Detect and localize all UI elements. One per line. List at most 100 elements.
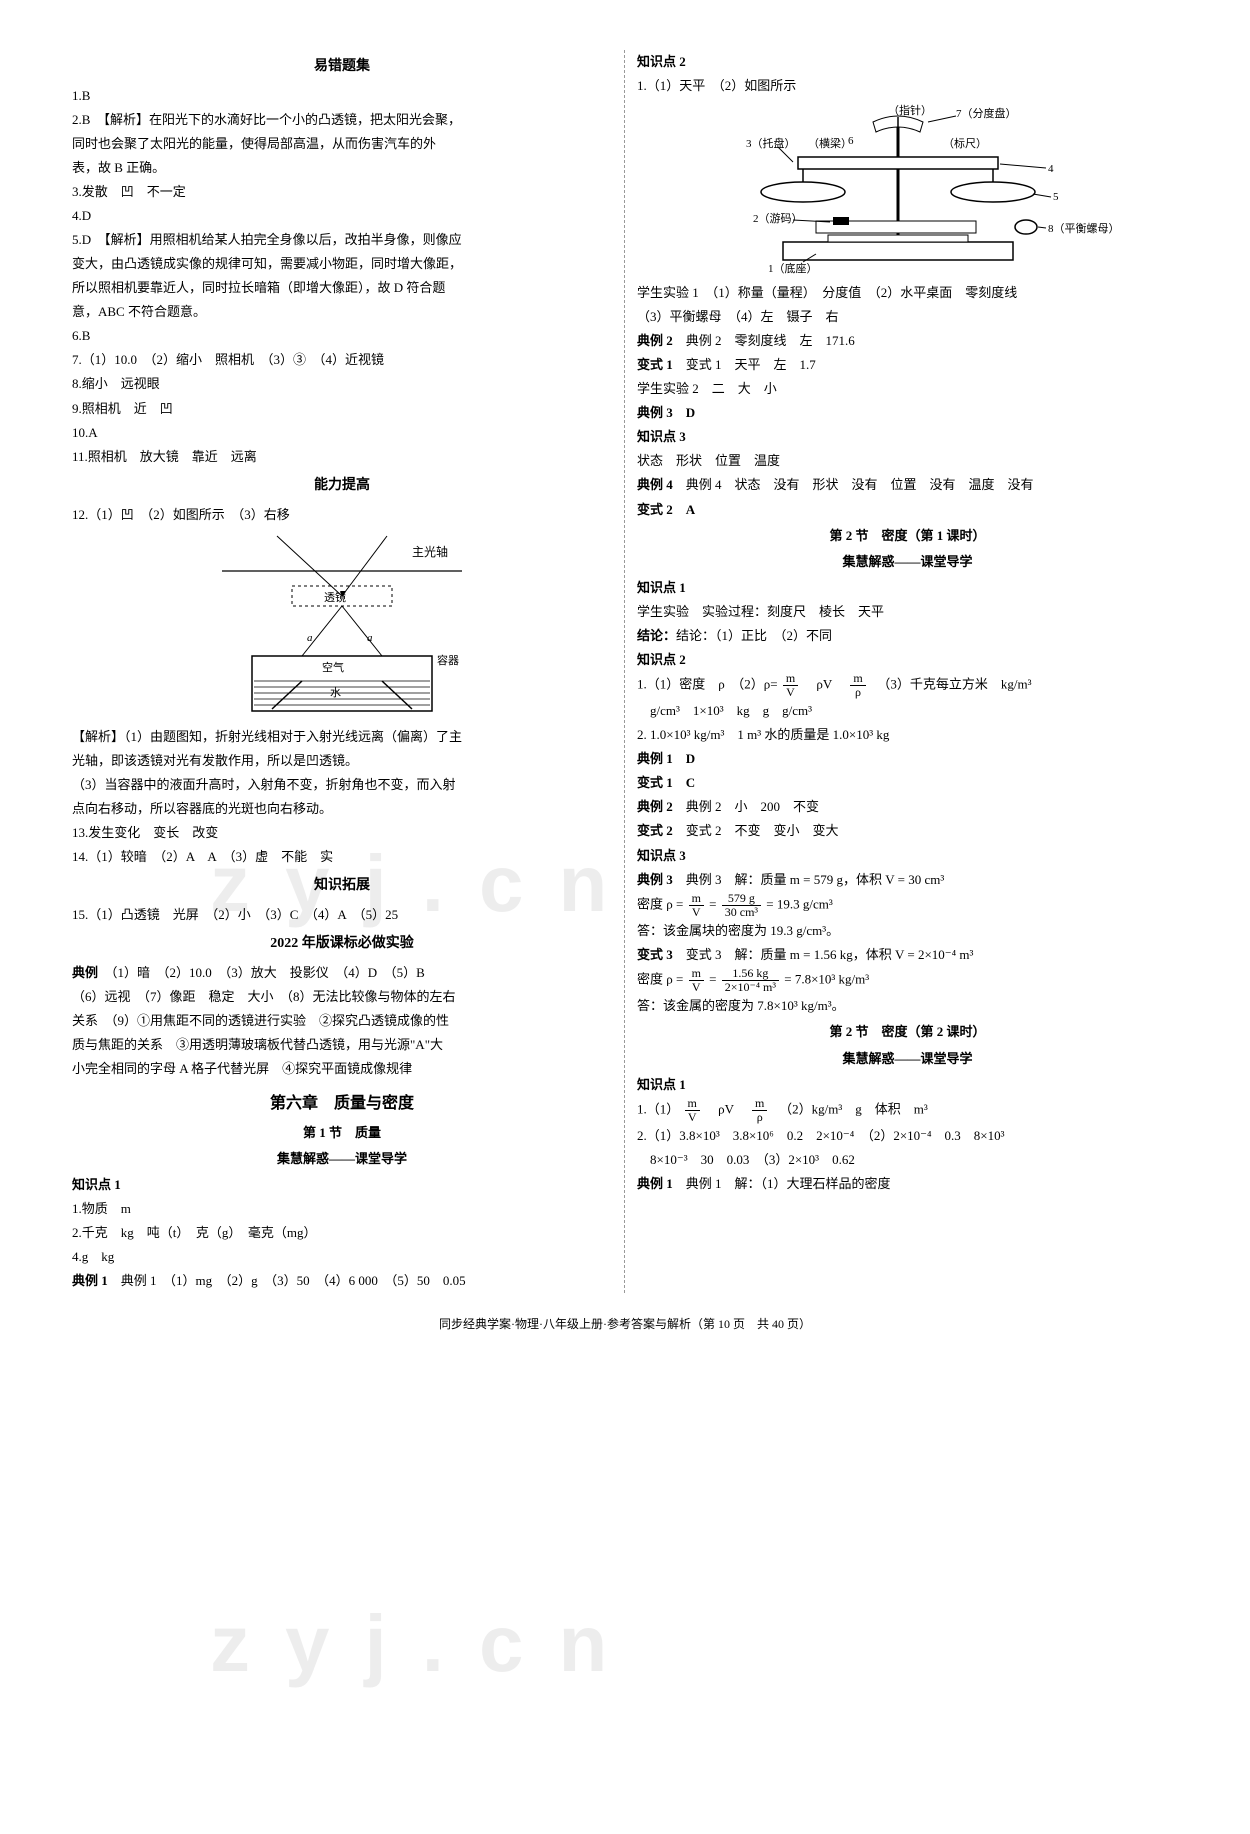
text: 11.照相机 放大镜 靠近 远离 — [72, 445, 612, 469]
svg-text:a: a — [367, 632, 373, 644]
heading-zhishi: 知识拓展 — [72, 873, 612, 899]
text: 典例 4 典例 4 状态 没有 形状 没有 位置 没有 温度 没有 — [637, 473, 1178, 497]
text: 变式 3 变式 3 解：质量 m = 1.56 kg，体积 V = 2×10⁻⁴… — [637, 943, 1178, 967]
text: 15.（1）凸透镜 光屏 （2）小 （3）C （4）A （5）25 — [72, 903, 612, 927]
text: 【解析】（1）由题图知，折射光线相对于入射光线远离（偏离）了主 — [72, 725, 612, 749]
heading-2022: 2022 年版课标必做实验 — [72, 931, 612, 957]
text: 状态 形状 位置 温度 — [637, 449, 1178, 473]
text: 答：该金属的密度为 7.8×10³ kg/m³。 — [637, 994, 1178, 1018]
text: 典例 1 D — [637, 747, 1178, 771]
text: g/cm³ 1×10³ kg g g/cm³ — [637, 699, 1178, 723]
page-columns: 易错题集 1.B 2.B 【解析】在阳光下的水滴好比一个小的凸透镜，把太阳光会聚… — [60, 50, 1190, 1293]
text: 9.照相机 近 凹 — [72, 397, 612, 421]
svg-text:（标尺）: （标尺） — [943, 136, 987, 150]
text: 密度 ρ = mV = 1.56 kg2×10⁻⁴ m³ = 7.8×10³ k… — [637, 967, 1178, 994]
text: 典例 3 典例 3 解：质量 m = 579 g，体积 V = 30 cm³ — [637, 868, 1178, 892]
text: 典例 3 D — [637, 401, 1178, 425]
text: 8.缩小 远视眼 — [72, 372, 612, 396]
svg-text:容器: 容器 — [437, 653, 459, 667]
svg-text:a: a — [307, 632, 313, 644]
text: 光轴，即该透镜对光有发散作用，所以是凹透镜。 — [72, 749, 612, 773]
text: 2. 1.0×10³ kg/m³ 1 m³ 水的质量是 1.0×10³ kg — [637, 723, 1178, 747]
text: 小完全相同的字母 A 格子代替光屏 ④探究平面镜成像规律 — [72, 1057, 612, 1081]
text: 2.千克 kg 吨（t） 克（g） 毫克（mg） — [72, 1221, 612, 1245]
text: 质与焦距的关系 ③用透明薄玻璃板代替凸透镜，用与光源"A"大 — [72, 1033, 612, 1057]
text: 同时也会聚了太阳光的能量，使得局部高温，从而伤害汽车的外 — [72, 132, 612, 156]
balance-diagram: 3（托盘） （横梁） 6 （指针） 7（分度盘） （标尺） 4 5 8（平衡螺母… — [698, 102, 1118, 277]
text: 知识点 1 — [72, 1173, 612, 1197]
heading-jh1: 集慧解惑——课堂导学 — [72, 1147, 612, 1171]
text: 意，ABC 不符合题意。 — [72, 300, 612, 324]
watermark-2: zyj.cn — [210, 1570, 642, 1718]
svg-text:主光轴: 主光轴 — [412, 544, 448, 559]
text: 知识点 1 — [637, 576, 1178, 600]
lens-diagram: 主光轴 透镜 a a 容器 空气 水 — [212, 531, 472, 721]
svg-text:水: 水 — [330, 686, 341, 699]
text: 3.发散 凹 不一定 — [72, 180, 612, 204]
text: 14.（1）较暗 （2）A A （3）虚 不能 实 — [72, 845, 612, 869]
text: 2.B 【解析】在阳光下的水滴好比一个小的凸透镜，把太阳光会聚， — [72, 108, 612, 132]
text: 知识点 3 — [637, 844, 1178, 868]
text: 10.A — [72, 421, 612, 445]
text: 6.B — [72, 324, 612, 348]
text: 表，故 B 正确。 — [72, 156, 612, 180]
text: 1.B — [72, 84, 612, 108]
text: 所以照相机要靠近人，同时拉长暗箱（即增大像距），故 D 符合题 — [72, 276, 612, 300]
text: 典例 2 典例 2 小 200 不变 — [637, 795, 1178, 819]
text: 关系 （9）①用焦距不同的透镜进行实验 ②探究凸透镜成像的性 — [72, 1009, 612, 1033]
svg-text:7（分度盘）: 7（分度盘） — [956, 106, 1017, 120]
text: （3）当容器中的液面升高时，入射角不变，折射角也不变，而入射 — [72, 773, 612, 797]
left-column: 易错题集 1.B 2.B 【解析】在阳光下的水滴好比一个小的凸透镜，把太阳光会聚… — [60, 50, 625, 1293]
heading-s1: 第 1 节 质量 — [72, 1121, 612, 1145]
text: 变式 2 A — [637, 498, 1178, 522]
right-column: 知识点 2 1.（1）天平 （2）如图所示 3（托盘） （横梁） 6 （指针） … — [625, 50, 1190, 1293]
text: 结论：结论：（1）正比 （2）不同 — [637, 624, 1178, 648]
text: 1.（1）天平 （2）如图所示 — [637, 74, 1178, 98]
text: 知识点 2 — [637, 648, 1178, 672]
svg-text:5: 5 — [1053, 191, 1059, 203]
svg-text:（横梁）: （横梁） — [808, 136, 852, 150]
text: 密度 ρ = mV = 579 g30 cm³ = 19.3 g/cm³ — [637, 892, 1178, 919]
text: 变式 1 变式 1 天平 左 1.7 — [637, 353, 1178, 377]
heading-nengli: 能力提高 — [72, 473, 612, 499]
heading-ch6: 第六章 质量与密度 — [72, 1089, 612, 1119]
text: 典例 1 典例 1 解：（1）大理石样品的密度 — [637, 1172, 1178, 1196]
heading-jh3: 集慧解惑——课堂导学 — [637, 1047, 1178, 1071]
svg-text:4: 4 — [1048, 163, 1054, 175]
text: 变式 2 变式 2 不变 变小 变大 — [637, 819, 1178, 843]
svg-text:8（平衡螺母）: 8（平衡螺母） — [1048, 222, 1118, 235]
heading-s2-1: 第 2 节 密度（第 1 课时） — [637, 524, 1178, 548]
heading-yicuo: 易错题集 — [72, 54, 612, 80]
text: 1.（1） mV ρV mρ （2）kg/m³ g 体积 m³ — [637, 1097, 1178, 1124]
text: 1.物质 m — [72, 1197, 612, 1221]
heading-s2-2: 第 2 节 密度（第 2 课时） — [637, 1020, 1178, 1044]
text: 知识点 3 — [637, 425, 1178, 449]
text: 4.g kg — [72, 1245, 612, 1269]
text: 12.（1）凹 （2）如图所示 （3）右移 — [72, 503, 612, 527]
svg-text:1（底座）: 1（底座） — [768, 261, 818, 275]
text: 4.D — [72, 204, 612, 228]
text: 2.（1）3.8×10³ 3.8×10⁶ 0.2 2×10⁻⁴ （2）2×10⁻… — [637, 1124, 1178, 1148]
heading-jh2: 集慧解惑——课堂导学 — [637, 550, 1178, 574]
svg-text:空气: 空气 — [322, 660, 344, 674]
text: 13.发生变化 变长 改变 — [72, 821, 612, 845]
text: 7.（1）10.0 （2）缩小 照相机 （3）③ （4）近视镜 — [72, 348, 612, 372]
page-footer: 同步经典学案·物理·八年级上册·参考答案与解析（第 10 页 共 40 页） — [60, 1313, 1190, 1335]
text: 变式 1 C — [637, 771, 1178, 795]
text: （6）远视 （7）像距 稳定 大小 （8）无法比较像与物体的左右 — [72, 985, 612, 1009]
text: 答：该金属块的密度为 19.3 g/cm³。 — [637, 919, 1178, 943]
svg-text:2（游码）: 2（游码） — [753, 212, 803, 225]
text: 知识点 2 — [637, 50, 1178, 74]
text: 学生实验 1 （1）称量（量程） 分度值 （2）水平桌面 零刻度线 — [637, 281, 1178, 305]
text: 典例 1 典例 1 （1）mg （2）g （3）50 （4）6 000 （5）5… — [72, 1269, 612, 1293]
text: 1.（1）密度 ρ （2）ρ= mV ρV mρ （3）千克每立方米 kg/m³ — [637, 672, 1178, 699]
text: 点向右移动，所以容器底的光斑也向右移动。 — [72, 797, 612, 821]
svg-text:（指针）: （指针） — [888, 103, 932, 117]
text: 5.D 【解析】用照相机给某人拍完全身像以后，改拍半身像，则像应 — [72, 228, 612, 252]
text: 学生实验 实验过程：刻度尺 棱长 天平 — [637, 600, 1178, 624]
text: 知识点 1 — [637, 1073, 1178, 1097]
text: 学生实验 2 二 大 小 — [637, 377, 1178, 401]
svg-text:3（托盘）: 3（托盘） — [746, 136, 796, 150]
text: 8×10⁻³ 30 0.03 （3）2×10³ 0.62 — [637, 1148, 1178, 1172]
text: （3）平衡螺母 （4）左 镊子 右 — [637, 305, 1178, 329]
